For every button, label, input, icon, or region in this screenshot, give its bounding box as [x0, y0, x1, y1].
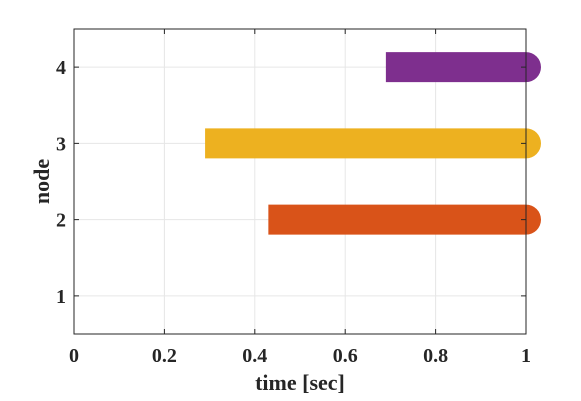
y-axis-label: node: [29, 159, 54, 204]
x-ticks: 0 0.2 0.4 0.6 0.8 1: [69, 29, 531, 367]
x-tick-label: 0.8: [423, 345, 448, 367]
node-3-bar: [205, 128, 542, 159]
x-tick-label: 0.4: [242, 345, 267, 367]
node-2-bar: [268, 204, 542, 235]
y-tick-label: 2: [56, 210, 66, 232]
x-tick-label: 1: [521, 345, 531, 367]
bars: [205, 52, 542, 235]
y-tick-label: 1: [56, 286, 66, 308]
x-tick-label: 0.6: [333, 345, 358, 367]
x-axis-label: time [sec]: [255, 370, 345, 395]
x-tick-label: 0.2: [152, 345, 177, 367]
node-4-bar: [385, 52, 542, 83]
x-tick-label: 0: [69, 345, 79, 367]
axes-box: [73, 28, 527, 335]
y-tick-label: 4: [56, 57, 66, 79]
y-tick-label: 3: [56, 133, 66, 155]
y-ticks: 1 2 3 4: [56, 57, 526, 308]
